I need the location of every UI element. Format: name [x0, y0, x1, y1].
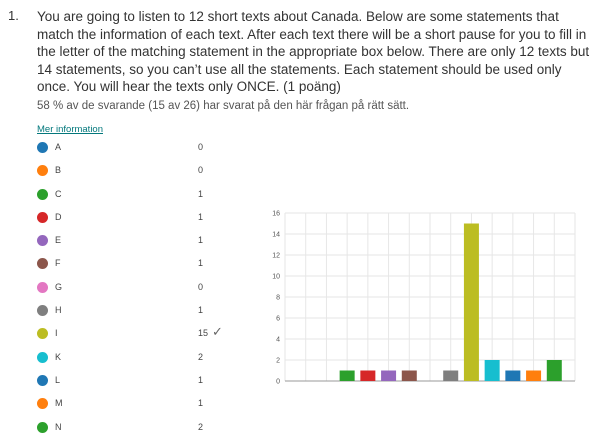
legend-label: L — [55, 374, 61, 385]
legend-dot — [37, 328, 48, 340]
bar-l — [505, 370, 521, 381]
legend-count: 1 — [198, 374, 204, 385]
legend-label: I — [55, 328, 58, 339]
y-tick-label: 14 — [272, 232, 280, 239]
bar-c — [339, 370, 355, 381]
legend-label: D — [55, 211, 62, 222]
question-number: 1. — [8, 8, 19, 23]
legend-dot — [37, 258, 48, 270]
y-tick-label: 4 — [276, 337, 280, 344]
legend-count: 1 — [198, 258, 204, 269]
legend-dot — [37, 211, 48, 223]
legend-dot — [37, 235, 48, 247]
bar-f — [401, 370, 417, 381]
legend-label: B — [55, 165, 62, 176]
response-legend: A 0 B 0 C 1 D 1 E 1 F 1 G 0 H 1 I 15 ✓ K 2 L 1 M 1 N 2 — [37, 140, 277, 443]
legend-label: A — [55, 142, 62, 152]
y-tick-label: 8 — [276, 295, 280, 302]
bar-k — [484, 360, 500, 381]
legend-count: 0 — [198, 281, 204, 292]
legend-dot — [37, 281, 48, 293]
y-tick-label: 12 — [272, 253, 280, 260]
legend-label: F — [55, 258, 61, 269]
legend-label: G — [55, 281, 63, 292]
y-tick-label: 16 — [272, 211, 280, 218]
y-tick-label: 10 — [272, 274, 280, 281]
bar-m — [526, 370, 542, 381]
legend-label: H — [55, 305, 62, 316]
bar-e — [381, 370, 397, 381]
legend-count: 2 — [198, 351, 204, 362]
correct-answer-stats: 58 % av de svarande (15 av 26) har svara… — [37, 100, 410, 112]
correct-check-icon: ✓ — [212, 324, 223, 340]
legend-count: 0 — [198, 165, 204, 176]
legend-dot — [37, 165, 48, 177]
bar-i — [463, 223, 479, 381]
y-tick-label: 0 — [276, 379, 280, 386]
legend-dot — [37, 398, 48, 410]
legend-dot — [37, 142, 48, 153]
legend-count: 0 — [198, 142, 204, 152]
legend-count: 1 — [198, 398, 204, 409]
legend-count: 1 — [198, 235, 204, 246]
legend-dot — [37, 421, 48, 433]
legend-label: K — [55, 351, 62, 362]
legend-dot — [37, 374, 48, 386]
bar-d — [360, 370, 376, 381]
legend-label: M — [55, 398, 63, 409]
legend-count: 1 — [198, 305, 204, 316]
legend-label: N — [55, 421, 62, 432]
more-info-link[interactable]: Mer information — [37, 124, 103, 135]
legend-label: E — [55, 235, 62, 246]
legend-row-i: I 15 ✓ — [37, 324, 277, 349]
legend-dot — [37, 351, 48, 363]
response-bar-chart: 0 2 4 6 8 10 12 14 16 — [272, 211, 576, 386]
legend-count: 1 — [198, 188, 204, 199]
bar-n — [546, 360, 562, 381]
legend-dot — [37, 305, 48, 317]
legend-count: 15 — [198, 328, 209, 339]
y-tick-label: 6 — [276, 316, 280, 323]
bar-h — [443, 370, 459, 381]
legend-count: 2 — [198, 421, 204, 432]
legend-dot — [37, 188, 48, 200]
legend-count: 1 — [198, 211, 204, 222]
question-text: You are going to listen to 12 short text… — [37, 9, 590, 94]
legend-label: C — [55, 188, 62, 199]
y-tick-label: 2 — [276, 358, 280, 365]
